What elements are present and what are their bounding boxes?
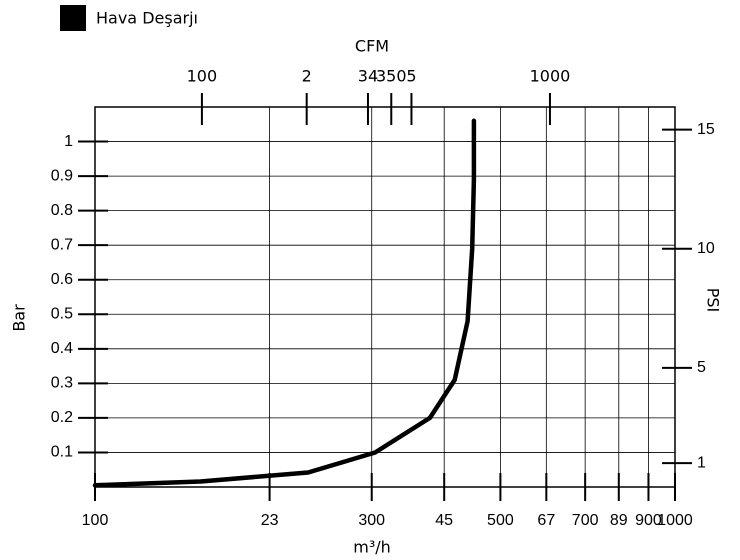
- x2-tick-label: 100: [187, 67, 218, 86]
- y-axis-label: Bar: [10, 304, 29, 332]
- y2-tick-label: 5: [697, 359, 706, 376]
- y-tick-label: 0.8: [51, 202, 73, 219]
- plot-frame: [94, 106, 676, 488]
- y-tick-label: 1: [64, 133, 73, 150]
- x-tick-label: 45: [435, 512, 453, 529]
- y-tick-label: 0.5: [51, 305, 73, 322]
- x-tick-label: 23: [261, 512, 279, 529]
- y2-axis-label: PSI: [704, 288, 723, 313]
- y2-tick-label: 10: [697, 240, 715, 257]
- x-axis-label: m³/h: [353, 538, 391, 557]
- y-tick-label: 0.6: [51, 271, 73, 288]
- x-tick-label: 89: [610, 512, 628, 529]
- legend-label: Hava Deşarjı: [96, 9, 198, 28]
- y-tick-label: 0.2: [51, 409, 73, 426]
- x-tick-label: 900: [635, 512, 662, 529]
- y-tick-label: 0.1: [51, 444, 73, 461]
- x-tick-label: 1000: [657, 512, 693, 529]
- x-tick-label: 500: [487, 512, 514, 529]
- y-tick-label: 0.9: [51, 167, 73, 184]
- data-line: [92, 118, 477, 488]
- x-tick-label: 700: [572, 512, 599, 529]
- x2-tick-label: 34: [358, 67, 378, 86]
- x-tick-label: 300: [358, 512, 385, 529]
- y2-tick-label: 15: [697, 121, 715, 138]
- y-tick-label: 0.4: [51, 340, 73, 357]
- x2-axis-label: CFM: [355, 37, 389, 56]
- x2-tick-label: 350: [376, 67, 407, 86]
- x-tick-label: 100: [82, 512, 109, 529]
- x2-tick-label: 5: [406, 67, 416, 86]
- x2-tick-label: 2: [302, 67, 312, 86]
- y2-tick-label: 1: [697, 454, 706, 471]
- y-tick-label: 0.7: [51, 236, 73, 253]
- x-tick-label: 67: [537, 512, 555, 529]
- legend-swatch: [60, 5, 86, 31]
- x2-tick-label: 1000: [530, 67, 571, 86]
- y-tick-label: 0.3: [51, 375, 73, 392]
